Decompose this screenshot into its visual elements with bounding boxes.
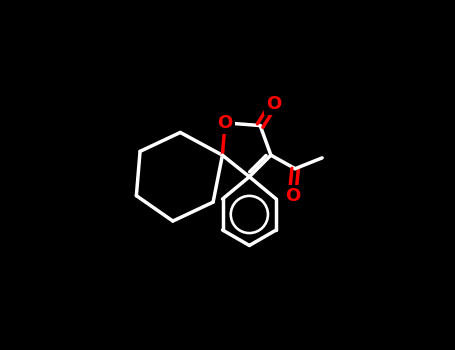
Text: O: O bbox=[285, 187, 300, 205]
Text: O: O bbox=[266, 95, 281, 113]
Text: O: O bbox=[217, 114, 233, 132]
